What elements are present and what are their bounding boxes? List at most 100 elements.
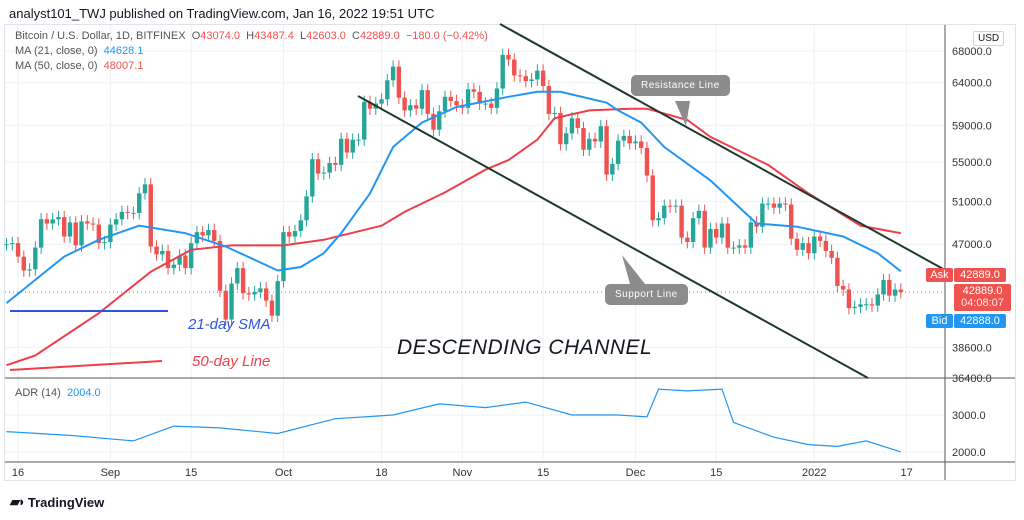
time-tick: 17 [900,467,912,479]
candle-body [569,118,575,134]
candle-body [500,54,505,89]
ma50-legend[interactable]: MA (50, close, 0) 48007.1 [15,60,143,72]
candle-body [344,138,350,153]
candle [673,199,679,213]
candle-body [512,59,517,76]
candle-body [587,138,592,150]
candle-body [719,223,725,238]
candle-body [304,196,309,221]
ma50-line [6,107,901,367]
candle-body [85,221,90,224]
candle [558,106,563,151]
bid-label: Bid [926,314,953,328]
candle [587,132,592,157]
candle [563,127,569,151]
candle-body [783,203,788,205]
candle-body [275,281,280,316]
candle [281,225,286,288]
candle [310,152,315,203]
candle-body [696,210,702,219]
candle [621,129,627,147]
candle [864,298,869,311]
candle-body [529,79,534,82]
adr-legend[interactable]: ADR (14) 2004.0 [15,387,101,399]
candle-body [154,246,159,255]
candle [644,141,650,182]
candle [846,283,852,315]
candle-body [760,203,765,227]
ma21-value: 44628.1 [103,45,144,57]
candle-body [113,219,119,225]
candle-body [246,293,252,295]
candle [21,250,27,277]
candle [269,294,275,323]
candle [338,132,344,172]
candle [73,216,78,252]
candle-body [263,288,269,301]
candle [85,215,90,230]
currency-button[interactable]: USD [973,31,1005,46]
candle [708,222,713,254]
candle [852,300,857,315]
candle-body [102,242,107,244]
candle-body [506,54,511,60]
close-value: 42889.0 [359,30,400,42]
ma21-legend[interactable]: MA (21, close, 0) 44628.1 [15,45,143,57]
candle-body [662,205,667,219]
candle-body [858,304,863,307]
candle-body [96,224,102,244]
candle [385,74,390,106]
candle [737,239,742,254]
candle-body [90,223,96,225]
candle [794,232,800,257]
candle [298,214,303,238]
time-tick: Sep [101,467,121,479]
time-tick: Nov [453,467,473,479]
sma-annotation: 21-day SMA [188,316,271,333]
candle-body [754,222,759,227]
adr-value: 2004.0 [66,387,101,399]
candle-body [823,240,829,251]
candle-body [229,283,234,320]
tradingview-logo[interactable]: ▰◗ TradingView [10,494,104,510]
symbol-legend: Bitcoin / U.S. Dollar, 1D, BITFINEX O430… [15,30,488,42]
candle-body [633,141,638,144]
candle [137,187,142,220]
candle-body [477,91,482,104]
publish-header: analyst101_TWJ published on TradingView.… [9,6,435,21]
candle-body [667,205,673,207]
candle [171,258,177,275]
candle [506,48,511,66]
candle [806,236,811,260]
candle [829,244,834,265]
candle-body [737,245,742,248]
chart-frame[interactable] [4,24,1016,481]
candle [719,217,725,244]
candle [639,135,644,155]
price-tick: 36400.0 [952,373,992,385]
candle-body [413,105,419,109]
candle-body [465,89,471,108]
candle [131,206,136,220]
time-tick: 15 [710,467,722,479]
candle-body [846,289,852,309]
candle-body [79,221,84,246]
candle [402,91,407,117]
candle-body [875,294,880,306]
candle-body [777,203,782,208]
candle-body [742,245,748,248]
candle-body [864,304,869,306]
candle-body [835,257,840,286]
candle-body [298,220,303,232]
candle [396,60,402,104]
candle-body [898,289,904,293]
candle [408,99,413,117]
candle-body [396,66,402,98]
candle [875,288,880,312]
candle [789,198,794,246]
candle-body [535,70,540,80]
price-tick: 55000.0 [952,157,992,169]
low-label: L [299,30,307,42]
candle-body [38,219,44,248]
